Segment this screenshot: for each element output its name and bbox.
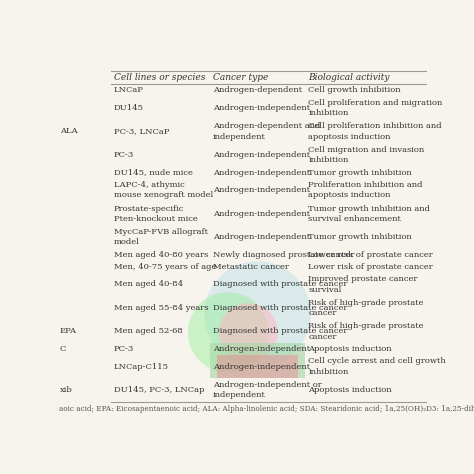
Text: DU145, PC-3, LNCap: DU145, PC-3, LNCap <box>114 386 204 394</box>
Text: Androgen-independent: Androgen-independent <box>213 233 310 241</box>
Text: Androgen-dependent and
independent: Androgen-dependent and independent <box>213 122 320 141</box>
Text: Cell lines or species: Cell lines or species <box>114 73 205 82</box>
Text: Lower risk of prostate cancer: Lower risk of prostate cancer <box>308 263 433 271</box>
Text: Tumor growth inhibition: Tumor growth inhibition <box>308 169 412 177</box>
Text: Androgen-independent: Androgen-independent <box>213 104 310 112</box>
Text: Risk of high-grade prostate
cancer: Risk of high-grade prostate cancer <box>308 322 424 340</box>
Circle shape <box>188 292 269 373</box>
Text: Risk of high-grade prostate
cancer: Risk of high-grade prostate cancer <box>308 299 424 317</box>
Text: Cell cycle arrest and cell growth
inhibition: Cell cycle arrest and cell growth inhibi… <box>308 357 446 376</box>
Text: Cell proliferation and migration
inhibition: Cell proliferation and migration inhibit… <box>308 99 443 117</box>
Text: Cancer type: Cancer type <box>213 73 268 82</box>
Text: aoic acid; EPA: Eicosapentaenoic acid; ALA: Alpha-linolenic acid; SDA: Stearidon: aoic acid; EPA: Eicosapentaenoic acid; A… <box>59 405 474 413</box>
Text: Androgen-dependent: Androgen-dependent <box>213 86 302 94</box>
Text: Prostate-specific
Pten-knockout mice: Prostate-specific Pten-knockout mice <box>114 205 197 223</box>
Text: EPA: EPA <box>60 328 77 335</box>
Text: Tumor growth inhibition and
survival enhancement: Tumor growth inhibition and survival enh… <box>308 205 430 223</box>
Text: Androgen-independent: Androgen-independent <box>213 169 310 177</box>
Bar <box>217 355 298 378</box>
Text: LNCap-C115: LNCap-C115 <box>114 363 169 371</box>
Text: LNCaP: LNCaP <box>114 86 144 94</box>
Circle shape <box>204 261 311 367</box>
Text: Men aged 52-68: Men aged 52-68 <box>114 328 182 335</box>
Text: C: C <box>60 345 66 353</box>
Text: DU145: DU145 <box>114 104 144 112</box>
Bar <box>210 355 305 378</box>
Text: DU145, nude mice: DU145, nude mice <box>114 169 192 177</box>
Text: Androgen-independent: Androgen-independent <box>213 151 310 159</box>
Text: Newly diagnosed prostate cancer: Newly diagnosed prostate cancer <box>213 251 354 259</box>
Text: LAPC-4, athymic
mouse xenograft model: LAPC-4, athymic mouse xenograft model <box>114 181 213 200</box>
Text: Proliferation inhibition and
apoptosis induction: Proliferation inhibition and apoptosis i… <box>308 181 423 200</box>
Text: Men aged 40-84: Men aged 40-84 <box>114 280 183 288</box>
Bar <box>210 343 305 355</box>
Text: Men aged 55-84 years: Men aged 55-84 years <box>114 304 208 312</box>
Text: Androgen-independent or
independent: Androgen-independent or independent <box>213 381 321 400</box>
Text: Androgen-independent: Androgen-independent <box>213 210 310 218</box>
Text: Diagnosed with prostate cancer: Diagnosed with prostate cancer <box>213 304 347 312</box>
Circle shape <box>219 303 278 362</box>
Text: ALA: ALA <box>60 128 78 136</box>
Text: Biological activity: Biological activity <box>308 73 390 82</box>
Text: PC-3, LNCaP: PC-3, LNCaP <box>114 128 169 136</box>
Text: Lower risk of prostate cancer: Lower risk of prostate cancer <box>308 251 433 259</box>
Text: Diagnosed with prostate cancer: Diagnosed with prostate cancer <box>213 280 347 288</box>
Text: Tumor growth inhibition: Tumor growth inhibition <box>308 233 412 241</box>
Text: Androgen-independent: Androgen-independent <box>213 345 310 353</box>
Text: Androgen-independent: Androgen-independent <box>213 186 310 194</box>
Text: Men aged 40-80 years: Men aged 40-80 years <box>114 251 208 259</box>
Text: Cell growth inhibition: Cell growth inhibition <box>308 86 401 94</box>
Text: MycCaP-FVB allograft
model: MycCaP-FVB allograft model <box>114 228 208 246</box>
Text: Cell migration and invasion
inhibition: Cell migration and invasion inhibition <box>308 146 425 164</box>
Text: Androgen-independent: Androgen-independent <box>213 363 310 371</box>
Text: Diagnosed with prostate cancer: Diagnosed with prostate cancer <box>213 328 347 335</box>
Text: Apoptosis induction: Apoptosis induction <box>308 386 392 394</box>
Text: Improved prostate cancer
survival: Improved prostate cancer survival <box>308 275 418 293</box>
Text: Men, 40-75 years of age: Men, 40-75 years of age <box>114 263 216 271</box>
Text: Apoptosis induction: Apoptosis induction <box>308 345 392 353</box>
Text: Metastatic cancer: Metastatic cancer <box>213 263 289 271</box>
Text: PC-3: PC-3 <box>114 345 134 353</box>
Text: xib: xib <box>60 386 73 394</box>
Text: Cell proliferation inhibition and
apoptosis induction: Cell proliferation inhibition and apopto… <box>308 122 442 141</box>
Text: PC-3: PC-3 <box>114 151 134 159</box>
